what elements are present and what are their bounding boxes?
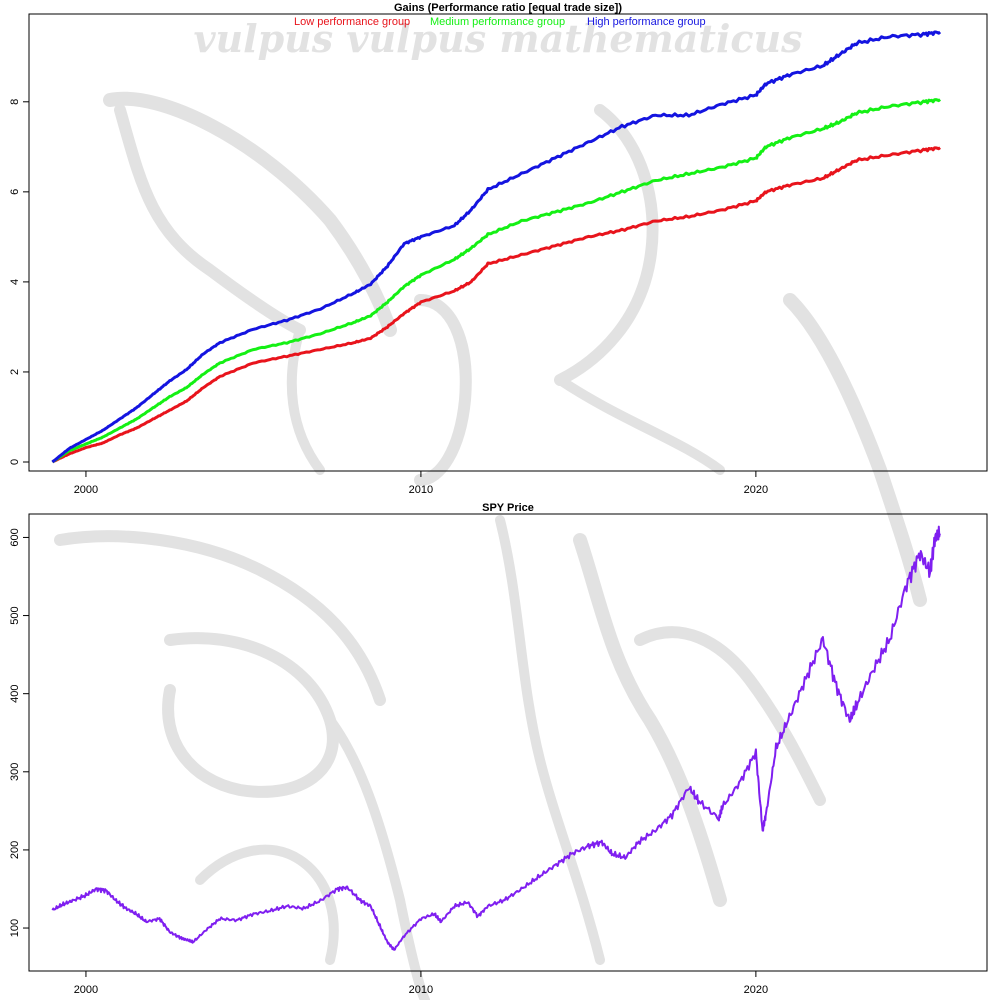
spy-y-axis: 100 200 300 400 500 600 bbox=[9, 528, 29, 937]
gains-plot-frame bbox=[28, 13, 988, 472]
legend-medium-performance: Medium performance group bbox=[430, 16, 565, 28]
spy-x-tick-label: 2000 bbox=[74, 984, 98, 996]
spy-y-tick-label: 300 bbox=[9, 763, 21, 781]
gains-series-line-2 bbox=[51, 98, 942, 464]
gains-y-axis: 0 2 4 6 8 bbox=[9, 99, 29, 465]
spy-chart-title: SPY Price bbox=[482, 502, 534, 514]
spy-series-line-1 bbox=[51, 525, 941, 951]
spy-price-chart: SPY Price 2000 2010 2020 100 200 300 400 500 60… bbox=[9, 502, 988, 996]
spy-y-tick-label: 200 bbox=[9, 841, 21, 859]
gains-x-tick-label: 2020 bbox=[744, 484, 768, 496]
gains-y-tick-label: 8 bbox=[9, 99, 21, 105]
spy-series-group bbox=[51, 525, 941, 951]
gains-series-line-1 bbox=[51, 146, 941, 464]
gains-series-line-3 bbox=[51, 30, 942, 464]
spy-plot-frame bbox=[28, 513, 988, 972]
gains-y-tick-label: 4 bbox=[9, 279, 21, 285]
legend-high-performance: High performance group bbox=[587, 16, 706, 28]
gains-y-tick-label: 0 bbox=[9, 459, 21, 465]
gains-y-tick-label: 2 bbox=[9, 369, 21, 375]
gains-series-group bbox=[51, 30, 942, 464]
spy-x-tick-label: 2010 bbox=[409, 984, 433, 996]
watermark-text: vulpus vulpus mathematicus bbox=[193, 16, 802, 61]
gains-legend: Low performance group Medium performance… bbox=[294, 16, 706, 28]
gains-chart: Gains (Performance ratio [equal trade si… bbox=[9, 2, 988, 496]
spy-y-tick-label: 500 bbox=[9, 606, 21, 624]
spy-y-tick-label: 600 bbox=[9, 528, 21, 546]
gains-chart-title: Gains (Performance ratio [equal trade si… bbox=[394, 2, 622, 14]
legend-low-performance: Low performance group bbox=[294, 16, 410, 28]
gains-x-tick-label: 2010 bbox=[409, 484, 433, 496]
gains-y-tick-label: 6 bbox=[9, 189, 21, 195]
spy-y-tick-label: 400 bbox=[9, 684, 21, 702]
fox-watermark: vulpus vulpus mathematicus bbox=[54, 16, 927, 1000]
spy-x-tick-label: 2020 bbox=[744, 984, 768, 996]
spy-y-tick-label: 100 bbox=[9, 919, 21, 937]
gains-x-tick-label: 2000 bbox=[74, 484, 98, 496]
spy-x-axis: 2000 2010 2020 bbox=[74, 971, 768, 996]
gains-x-axis: 2000 2010 2020 bbox=[74, 471, 768, 496]
